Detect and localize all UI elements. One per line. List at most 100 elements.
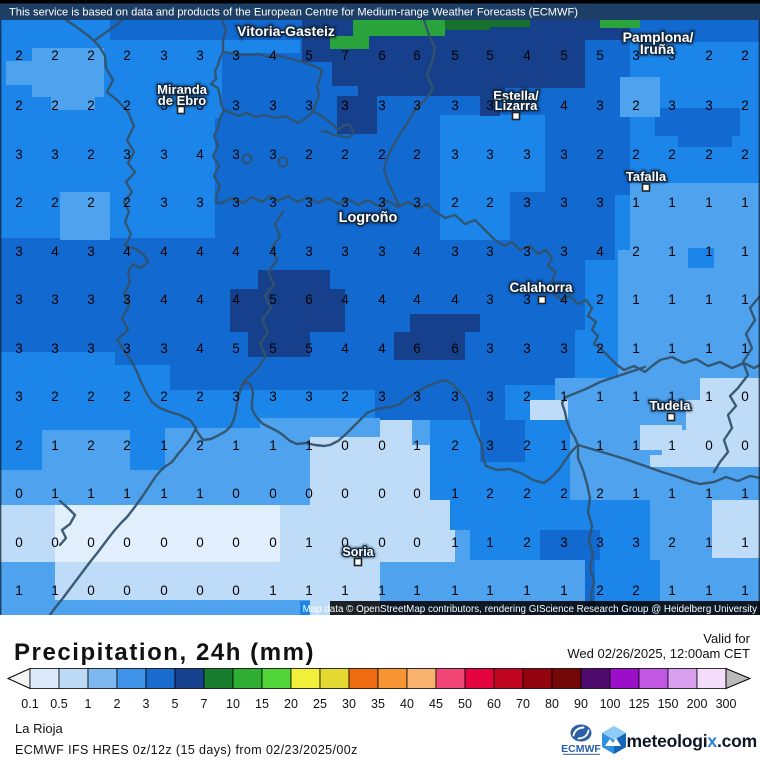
svg-text:3: 3 — [451, 389, 459, 404]
svg-text:Logroño: Logroño — [339, 210, 398, 226]
svg-text:3: 3 — [196, 48, 204, 63]
svg-text:2: 2 — [51, 98, 59, 113]
svg-text:Miranda: Miranda — [157, 82, 208, 97]
svg-text:Tafalla: Tafalla — [626, 169, 667, 184]
svg-text:Lizarra: Lizarra — [495, 98, 538, 113]
svg-text:2: 2 — [341, 389, 349, 404]
svg-text:1: 1 — [632, 195, 640, 210]
svg-text:3: 3 — [523, 147, 531, 162]
svg-text:4: 4 — [123, 244, 131, 259]
svg-text:2: 2 — [15, 195, 23, 210]
svg-text:1: 1 — [486, 535, 494, 550]
svg-text:3: 3 — [232, 98, 240, 113]
svg-text:1: 1 — [560, 438, 568, 453]
svg-text:1: 1 — [632, 389, 640, 404]
svg-text:3: 3 — [269, 389, 277, 404]
svg-text:7: 7 — [201, 697, 208, 711]
svg-text:3: 3 — [486, 438, 494, 453]
svg-text:2: 2 — [196, 438, 204, 453]
svg-text:La Rioja: La Rioja — [15, 721, 63, 736]
svg-text:3: 3 — [123, 292, 131, 307]
svg-text:1: 1 — [705, 244, 713, 259]
svg-text:3: 3 — [160, 195, 168, 210]
svg-text:3: 3 — [632, 535, 640, 550]
svg-text:ECMWF: ECMWF — [561, 743, 601, 755]
svg-text:4: 4 — [160, 244, 168, 259]
svg-text:1: 1 — [668, 244, 676, 259]
svg-text:1: 1 — [668, 292, 676, 307]
svg-text:Pamplona/: Pamplona/ — [623, 29, 694, 45]
svg-text:0: 0 — [196, 535, 204, 550]
svg-text:0: 0 — [160, 583, 168, 598]
svg-text:3: 3 — [560, 535, 568, 550]
svg-text:Lizarra: Lizarra — [495, 98, 538, 113]
svg-text:2: 2 — [87, 48, 95, 63]
svg-text:1: 1 — [51, 438, 59, 453]
svg-text:2: 2 — [451, 195, 459, 210]
svg-text:3: 3 — [305, 244, 313, 259]
svg-text:1: 1 — [305, 535, 313, 550]
svg-text:3: 3 — [87, 292, 95, 307]
svg-text:1: 1 — [596, 438, 604, 453]
svg-text:Estella/: Estella/ — [493, 88, 539, 103]
svg-text:2: 2 — [51, 389, 59, 404]
svg-text:2: 2 — [15, 438, 23, 453]
svg-text:4: 4 — [196, 244, 204, 259]
svg-text:Vitoria-Gasteiz: Vitoria-Gasteiz — [237, 23, 335, 39]
svg-text:2: 2 — [123, 438, 131, 453]
svg-text:0: 0 — [378, 535, 386, 550]
svg-text:0: 0 — [741, 389, 749, 404]
svg-text:3: 3 — [269, 98, 277, 113]
svg-text:0: 0 — [341, 438, 349, 453]
svg-text:2: 2 — [705, 48, 713, 63]
svg-text:1: 1 — [413, 438, 421, 453]
svg-text:3: 3 — [232, 147, 240, 162]
svg-text:3: 3 — [143, 697, 150, 711]
svg-text:2: 2 — [51, 195, 59, 210]
svg-text:3: 3 — [196, 98, 204, 113]
svg-text:4: 4 — [523, 48, 531, 63]
svg-text:0: 0 — [232, 535, 240, 550]
svg-text:1: 1 — [196, 486, 204, 501]
svg-text:3: 3 — [486, 244, 494, 259]
svg-text:3: 3 — [560, 147, 568, 162]
svg-text:1: 1 — [668, 195, 676, 210]
svg-text:0: 0 — [378, 486, 386, 501]
svg-text:1: 1 — [632, 486, 640, 501]
svg-text:3: 3 — [15, 292, 23, 307]
svg-text:2: 2 — [596, 583, 604, 598]
svg-text:4: 4 — [560, 292, 568, 307]
svg-text:0: 0 — [378, 438, 386, 453]
svg-text:1: 1 — [85, 697, 92, 711]
svg-text:Soria: Soria — [342, 545, 374, 559]
svg-text:2: 2 — [413, 147, 421, 162]
svg-text:2: 2 — [523, 486, 531, 501]
svg-text:2: 2 — [596, 341, 604, 356]
svg-text:2: 2 — [741, 48, 749, 63]
svg-text:3: 3 — [486, 389, 494, 404]
svg-text:3: 3 — [523, 292, 531, 307]
svg-text:2: 2 — [596, 486, 604, 501]
svg-text:0: 0 — [232, 583, 240, 598]
svg-text:Tudela: Tudela — [650, 398, 692, 413]
svg-text:Pamplona/: Pamplona/ — [623, 29, 694, 45]
svg-text:5: 5 — [172, 697, 179, 711]
svg-text:3: 3 — [486, 341, 494, 356]
svg-text:1: 1 — [378, 583, 386, 598]
svg-text:2: 2 — [451, 438, 459, 453]
svg-text:4: 4 — [196, 341, 204, 356]
svg-text:5: 5 — [560, 48, 568, 63]
svg-text:300: 300 — [716, 697, 737, 711]
svg-text:2: 2 — [196, 389, 204, 404]
svg-text:2: 2 — [87, 195, 95, 210]
svg-text:0.5: 0.5 — [50, 697, 67, 711]
svg-text:2: 2 — [15, 98, 23, 113]
svg-text:2: 2 — [523, 535, 531, 550]
svg-text:1: 1 — [523, 583, 531, 598]
svg-text:3: 3 — [15, 341, 23, 356]
svg-text:3: 3 — [305, 389, 313, 404]
svg-text:1: 1 — [232, 438, 240, 453]
svg-text:3: 3 — [596, 535, 604, 550]
svg-text:30: 30 — [342, 697, 356, 711]
svg-text:0.1: 0.1 — [21, 697, 38, 711]
